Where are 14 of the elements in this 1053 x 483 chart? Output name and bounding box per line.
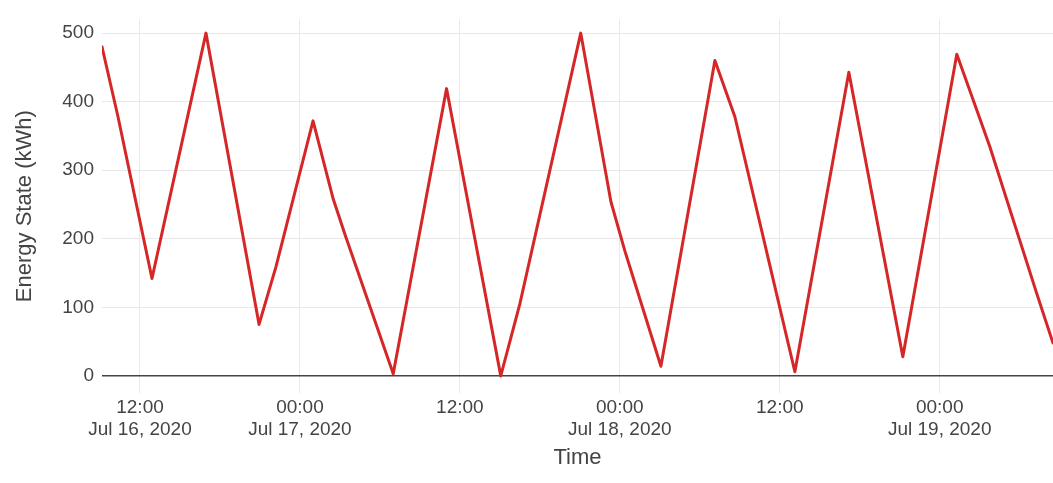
x-tick-label: 12:00	[436, 395, 484, 417]
y-tick-label: 200	[62, 227, 94, 248]
y-tick-label: 400	[62, 89, 94, 111]
y-axis-title: Energy State (kWh)	[11, 110, 37, 303]
x-tick-label: 12:00	[755, 395, 804, 417]
y-tick-label: 300	[62, 158, 94, 180]
x-tick-label: 12:00 Jul 16, 2020	[88, 395, 192, 440]
x-axis-title: Time	[553, 443, 602, 469]
x-tick-label: 00:00 Jul 17, 2020	[248, 395, 352, 440]
y-tick-label: 500	[62, 21, 94, 43]
x-tick-label: 00:00 Jul 19, 2020	[887, 395, 992, 440]
y-tick-label: 0	[83, 364, 94, 386]
y-tick-label: 100	[62, 295, 94, 317]
x-tick-label: 00:00 Jul 18, 2020	[568, 395, 672, 440]
